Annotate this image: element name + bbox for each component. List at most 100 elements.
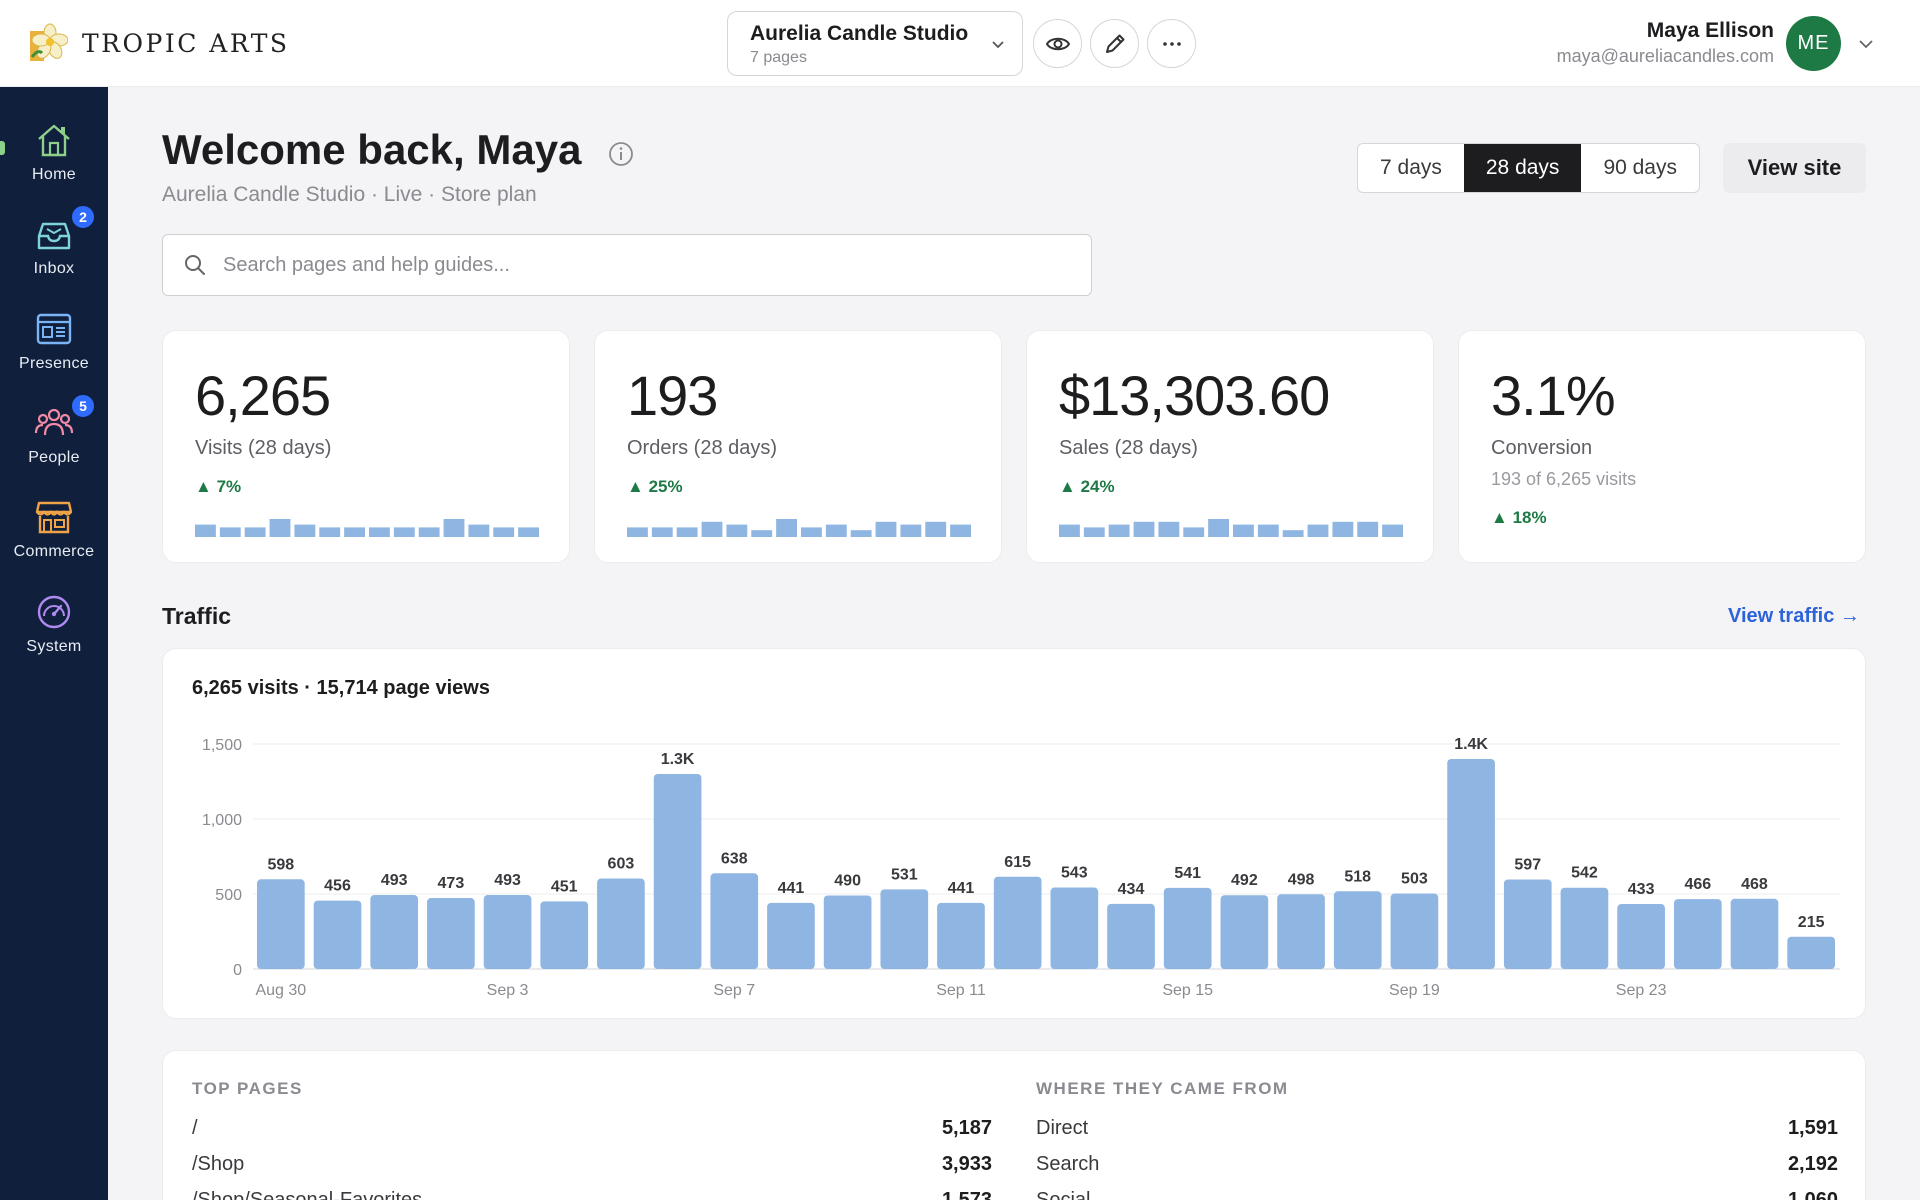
sparkline-bar: [1282, 530, 1304, 537]
bar-value-label: 518: [1344, 868, 1371, 885]
range-90-days[interactable]: 90 days: [1603, 156, 1677, 179]
bar-value-label: 615: [1004, 854, 1031, 871]
chart-bar[interactable]: [1503, 879, 1552, 969]
chart-bar[interactable]: [1617, 904, 1665, 969]
bar-value-label: 466: [1684, 876, 1711, 893]
bar-value-label: 541: [1174, 865, 1201, 882]
sparkline-bar: [776, 519, 797, 537]
sidebar-item-commerce[interactable]: Commerce: [0, 497, 108, 577]
chart-bar[interactable]: [483, 895, 532, 969]
chart-bar[interactable]: [1730, 898, 1779, 969]
chart-bar[interactable]: [1447, 759, 1495, 969]
sidebar-item-people[interactable]: People 5: [0, 393, 108, 483]
page-visits: 5,187: [941, 1117, 992, 1139]
sparkline-bar: [493, 527, 515, 537]
bar-value-label: 215: [1798, 914, 1825, 931]
site-selector[interactable]: Aurelia Candle Studio 7 pages: [727, 11, 1023, 76]
stat-delta: ▲ 25%: [627, 477, 683, 496]
bar-value-label: 473: [438, 875, 465, 892]
source-visits: 2,192: [1787, 1153, 1838, 1175]
brand[interactable]: TROPIC ARTS: [28, 20, 290, 66]
sidebar-item-label: Inbox: [33, 260, 75, 277]
chart-bar[interactable]: [1787, 936, 1835, 969]
user-info[interactable]: Maya Ellison maya@aureliacandles.com: [1557, 19, 1774, 67]
sparkline-bar: [244, 527, 266, 537]
chart-bar[interactable]: [257, 879, 305, 969]
avatar[interactable]: ME: [1786, 16, 1841, 71]
top-pages-heading: TOP PAGES: [192, 1079, 303, 1098]
chart-bar[interactable]: [823, 895, 872, 970]
chart-bar[interactable]: [313, 900, 362, 969]
chart-bar[interactable]: [370, 895, 419, 969]
preview-button[interactable]: [1033, 19, 1082, 68]
list-item[interactable]: /Shop/Seasonal-Favorites 1,573: [192, 1189, 992, 1200]
chart-bar[interactable]: [767, 902, 815, 969]
stat-label: Conversion: [1491, 437, 1593, 459]
chart-bar[interactable]: [540, 901, 589, 969]
sparkline: [627, 519, 971, 537]
list-item[interactable]: Social 1,060: [1036, 1189, 1838, 1200]
stat-delta: ▲ 7%: [195, 477, 242, 496]
bar-value-label: 433: [1628, 881, 1655, 898]
list-item[interactable]: Search 2,192: [1036, 1153, 1838, 1183]
stat-card-visits[interactable]: 6,265 Visits (28 days) ▲ 7%: [162, 330, 570, 563]
home-icon: [38, 124, 70, 157]
sources-heading: WHERE THEY CAME FROM: [1036, 1079, 1289, 1098]
chart-bar[interactable]: [1560, 887, 1609, 969]
sparkline-bar: [518, 527, 539, 537]
sparkline-bar: [751, 530, 773, 537]
list-item[interactable]: /Shop 3,933: [192, 1153, 992, 1183]
range-7-days[interactable]: 7 days: [1380, 156, 1442, 179]
user-name: Maya Ellison: [1646, 19, 1774, 42]
chart-bar[interactable]: [880, 889, 929, 969]
top-bar: TROPIC ARTS Aurelia Candle Studio 7 page…: [0, 0, 1920, 87]
view-site-button[interactable]: View site: [1723, 143, 1866, 193]
stat-card-orders[interactable]: 193 Orders (28 days) ▲ 25%: [594, 330, 1002, 563]
bar-value-label: 603: [608, 856, 635, 873]
chart-bar[interactable]: [993, 876, 1042, 969]
chart-bar[interactable]: [1163, 887, 1212, 969]
chart-bar[interactable]: [1673, 899, 1722, 969]
chart-bar[interactable]: [1050, 887, 1099, 969]
sidebar-item-system[interactable]: System: [0, 592, 108, 672]
search-input[interactable]: [223, 253, 1073, 277]
chevron-down-icon[interactable]: [1857, 35, 1875, 53]
list-item[interactable]: Direct 1,591: [1036, 1117, 1838, 1147]
chart-bar[interactable]: [653, 774, 702, 969]
stat-card-conversion[interactable]: 3.1% Conversion 193 of 6,265 visits ▲ 18…: [1458, 330, 1866, 563]
chart-bar[interactable]: [1277, 894, 1325, 969]
list-item[interactable]: / 5,187: [192, 1117, 992, 1147]
source-visits: 1,060: [1787, 1189, 1838, 1200]
chart-bar[interactable]: [1390, 893, 1439, 969]
stat-detail: 193 of 6,265 visits: [1491, 469, 1637, 489]
bar-value-label: 441: [778, 880, 805, 897]
info-icon[interactable]: [608, 141, 634, 167]
view-traffic-link[interactable]: View traffic →: [1728, 605, 1860, 627]
chart-summary: 6,265 visits · 15,714 page views: [192, 677, 490, 699]
chart-bar[interactable]: [597, 878, 645, 969]
chart-bar[interactable]: [937, 902, 985, 969]
sparkline-bar: [468, 524, 490, 537]
edit-button[interactable]: [1090, 19, 1139, 68]
source-name: Search: [1036, 1153, 1100, 1175]
chart-bar[interactable]: [1220, 895, 1269, 969]
chart-bar[interactable]: [1107, 903, 1155, 969]
stat-card-sales[interactable]: $13,303.60 Sales (28 days) ▲ 24%: [1026, 330, 1434, 563]
range-28-days[interactable]: 28 days: [1463, 144, 1582, 192]
chart-bar[interactable]: [1333, 891, 1382, 969]
y-tick-label: 500: [215, 887, 242, 904]
page-title: Welcome back, Maya: [162, 126, 582, 173]
sparkline-bar: [1233, 524, 1254, 537]
more-options-button[interactable]: [1147, 19, 1196, 68]
x-tick-label: Sep 15: [1162, 982, 1213, 999]
stat-value: 6,265: [195, 364, 331, 427]
sparkline-bar: [875, 521, 897, 537]
chart-bar[interactable]: [710, 873, 759, 969]
stat-delta: ▲ 24%: [1059, 477, 1115, 496]
sparkline-bar: [319, 527, 341, 537]
sidebar-item-presence[interactable]: Presence: [0, 309, 108, 389]
sidebar-item-inbox[interactable]: Inbox 2: [0, 204, 108, 294]
chart-bar[interactable]: [427, 898, 475, 969]
sidebar-item-home[interactable]: Home: [0, 120, 108, 200]
sparkline: [195, 519, 539, 537]
